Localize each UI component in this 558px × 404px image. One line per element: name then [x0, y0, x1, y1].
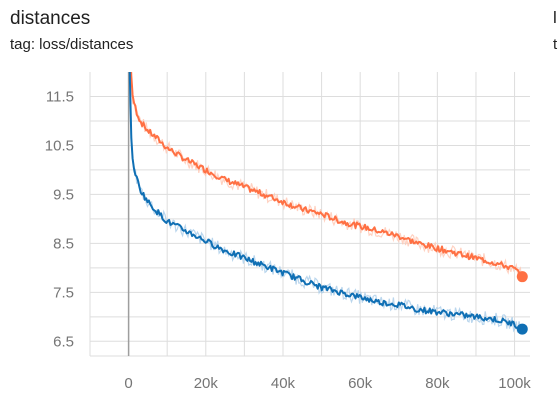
series-line — [128, 72, 522, 332]
x-tick-label: 60k — [348, 375, 373, 392]
tick-labels: 0 20k 40k 60k 80k 100k 6.5 7.5 8.5 9.5 10.5 11.5 — [45, 88, 532, 392]
x-tick-label: 40k — [271, 375, 296, 392]
y-tick-label: 10.5 — [45, 137, 74, 154]
y-tick-label: 8.5 — [53, 235, 74, 252]
series-raw-line — [129, 72, 523, 333]
series-end-marker — [516, 271, 528, 283]
next-card-tag-fragment: t — [553, 36, 558, 53]
x-tick-label: 0 — [124, 375, 132, 392]
y-tick-label: 7.5 — [53, 284, 74, 301]
chart-tag: tag: loss/distances — [10, 36, 134, 53]
x-tick-label: 80k — [425, 375, 450, 392]
y-tick-label: 6.5 — [53, 333, 74, 350]
x-tick-label: 100k — [498, 375, 531, 392]
series-lines — [128, 72, 523, 333]
next-card-title-fragment: l — [553, 8, 557, 27]
x-tick-label: 20k — [194, 375, 219, 392]
series-end-markers — [516, 271, 528, 335]
series-line — [130, 72, 523, 279]
series-end-marker — [516, 323, 528, 335]
y-tick-label: 9.5 — [53, 186, 74, 203]
series-raw-line — [130, 72, 523, 282]
y-tick-label: 11.5 — [46, 88, 74, 105]
chart-title: distances — [10, 8, 91, 29]
